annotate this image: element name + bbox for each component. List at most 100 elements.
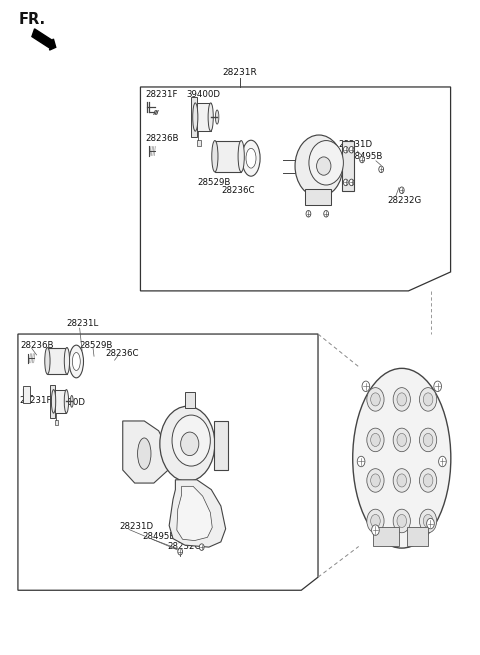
- Text: 28236B: 28236B: [21, 341, 54, 350]
- Circle shape: [379, 166, 384, 173]
- Ellipse shape: [71, 396, 73, 407]
- Circle shape: [343, 147, 348, 153]
- Ellipse shape: [309, 141, 343, 185]
- Circle shape: [199, 544, 204, 550]
- Bar: [191, 98, 197, 137]
- Ellipse shape: [242, 140, 260, 176]
- Text: 39400D: 39400D: [186, 90, 220, 99]
- Circle shape: [427, 518, 434, 529]
- Circle shape: [397, 393, 407, 406]
- Circle shape: [399, 187, 404, 193]
- Ellipse shape: [353, 368, 451, 548]
- Circle shape: [372, 525, 379, 535]
- Circle shape: [371, 514, 380, 527]
- Ellipse shape: [138, 438, 151, 470]
- Bar: [54, 390, 66, 413]
- Text: 28529B: 28529B: [80, 341, 113, 350]
- FancyArrow shape: [32, 29, 56, 50]
- Bar: [305, 189, 331, 205]
- Circle shape: [423, 434, 433, 447]
- Circle shape: [371, 474, 380, 487]
- Circle shape: [343, 179, 348, 185]
- Ellipse shape: [192, 103, 198, 131]
- Text: 28232G: 28232G: [387, 196, 421, 204]
- Circle shape: [367, 469, 384, 492]
- Circle shape: [423, 514, 433, 527]
- Circle shape: [367, 428, 384, 452]
- Circle shape: [360, 157, 364, 163]
- Circle shape: [349, 147, 354, 153]
- Text: 28236C: 28236C: [105, 348, 139, 358]
- Polygon shape: [123, 421, 168, 483]
- Circle shape: [324, 210, 328, 217]
- Bar: [48, 348, 67, 374]
- Bar: [407, 527, 428, 546]
- Ellipse shape: [216, 110, 219, 124]
- Polygon shape: [169, 480, 226, 547]
- Circle shape: [439, 457, 446, 467]
- Text: 39400D: 39400D: [51, 398, 85, 407]
- Circle shape: [423, 393, 433, 406]
- Circle shape: [357, 457, 365, 467]
- Ellipse shape: [172, 415, 210, 466]
- Bar: [373, 527, 399, 546]
- Bar: [55, 421, 59, 425]
- Circle shape: [420, 509, 437, 533]
- Circle shape: [397, 514, 407, 527]
- Ellipse shape: [317, 157, 331, 175]
- Bar: [50, 385, 55, 418]
- Circle shape: [434, 381, 442, 392]
- Ellipse shape: [45, 348, 50, 374]
- Ellipse shape: [212, 141, 218, 172]
- Text: 28231F: 28231F: [145, 90, 178, 99]
- Circle shape: [367, 509, 384, 533]
- Circle shape: [420, 469, 437, 492]
- Text: 28236B: 28236B: [145, 134, 179, 143]
- Ellipse shape: [160, 406, 215, 481]
- Ellipse shape: [64, 390, 69, 413]
- Ellipse shape: [69, 345, 84, 378]
- Circle shape: [393, 428, 410, 452]
- Ellipse shape: [64, 348, 70, 374]
- Bar: [215, 141, 241, 172]
- Circle shape: [371, 434, 380, 447]
- Bar: [185, 392, 194, 408]
- Ellipse shape: [295, 135, 343, 197]
- Circle shape: [362, 381, 370, 392]
- Circle shape: [371, 393, 380, 406]
- Circle shape: [397, 434, 407, 447]
- Ellipse shape: [208, 103, 213, 131]
- Circle shape: [397, 474, 407, 487]
- Circle shape: [178, 548, 182, 555]
- Circle shape: [423, 474, 433, 487]
- Bar: [195, 103, 211, 131]
- Text: FR.: FR.: [19, 12, 46, 27]
- Ellipse shape: [246, 148, 256, 168]
- Ellipse shape: [72, 352, 80, 371]
- Circle shape: [367, 388, 384, 411]
- Circle shape: [420, 388, 437, 411]
- Bar: [197, 140, 201, 146]
- Circle shape: [349, 179, 354, 185]
- Ellipse shape: [180, 432, 199, 456]
- Circle shape: [393, 469, 410, 492]
- Ellipse shape: [51, 390, 56, 413]
- Ellipse shape: [238, 141, 244, 172]
- Text: 28232G: 28232G: [167, 542, 202, 551]
- Circle shape: [393, 388, 410, 411]
- Circle shape: [420, 428, 437, 452]
- Bar: [342, 141, 354, 191]
- Circle shape: [306, 210, 311, 217]
- Bar: [214, 421, 228, 470]
- Text: 28495B: 28495B: [142, 533, 175, 541]
- Text: 28231R: 28231R: [223, 68, 257, 77]
- Text: 28231L: 28231L: [67, 318, 99, 328]
- Polygon shape: [177, 486, 212, 540]
- Text: 28529B: 28529B: [197, 178, 230, 187]
- Bar: [23, 386, 30, 403]
- Text: 28231D: 28231D: [120, 523, 154, 531]
- Text: 28231F: 28231F: [19, 396, 51, 405]
- Text: 28236C: 28236C: [222, 186, 255, 195]
- Text: 28231D: 28231D: [338, 140, 372, 149]
- Circle shape: [393, 509, 410, 533]
